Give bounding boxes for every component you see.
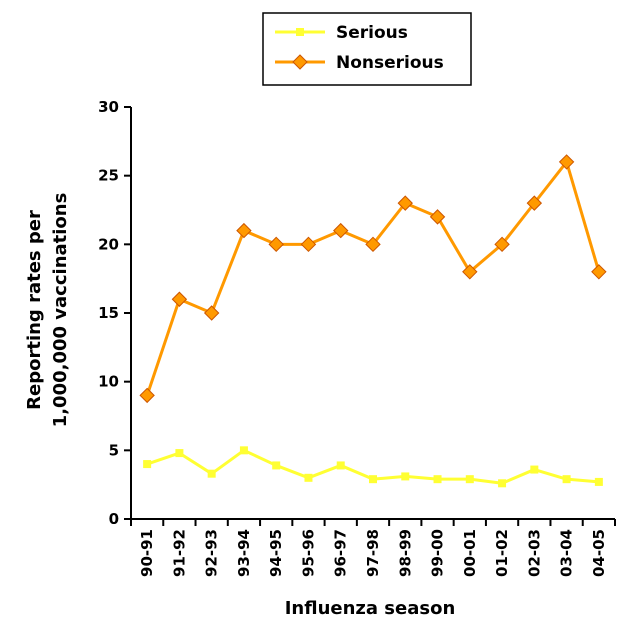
data-point-nonserious-94-95: [268, 236, 284, 253]
data-point-nonserious-99-00: [429, 209, 446, 225]
y-axis-ticks: 0 5 10 15 20 25 30: [98, 98, 131, 528]
x-tick-label-92-93: 92-93: [203, 529, 221, 577]
legend-box: [262, 12, 472, 86]
legend-label-serious: Serious: [336, 23, 408, 43]
x-tick-label-95-96: 95-96: [299, 529, 317, 577]
x-tick-label-90-91: 90-91: [138, 529, 156, 577]
data-point-serious-98-99: [401, 472, 410, 481]
axes: [130, 107, 615, 520]
x-axis-title: Influenza season: [285, 598, 456, 619]
data-point-nonserious-01-02: [494, 236, 510, 253]
data-point-nonserious-00-01: [462, 264, 478, 280]
data-point-serious-97-98: [369, 475, 377, 484]
y-tick-label-20: 20: [98, 235, 119, 253]
y-tick-label-30: 30: [98, 98, 119, 116]
y-tick-label-25: 25: [98, 167, 119, 185]
x-tick-label-00-01: 00-01: [461, 529, 479, 577]
data-point-serious-01-02: [498, 479, 507, 488]
data-point-serious-00-01: [465, 475, 474, 484]
legend-entry-nonserious: Nonserious: [275, 53, 444, 73]
data-point-serious-92-93: [207, 469, 216, 478]
data-point-serious-93-94: [239, 446, 248, 455]
x-tick-label-96-97: 96-97: [332, 529, 350, 577]
x-tick-label-91-92: 91-92: [170, 529, 188, 577]
data-point-nonserious-90-91: [139, 387, 155, 404]
legend-marker-nonserious: [292, 54, 308, 70]
data-point-nonserious-03-04: [558, 154, 575, 170]
data-point-serious-91-92: [175, 449, 184, 458]
y-tick-label-5: 5: [109, 441, 119, 459]
data-point-nonserious-98-99: [397, 195, 413, 211]
data-point-serious-95-96: [304, 473, 313, 482]
data-point-nonserious-93-94: [236, 222, 252, 239]
legend-marker-serious: [296, 28, 304, 36]
data-point-serious-03-04: [562, 475, 571, 484]
x-tick-label-01-02: 01-02: [493, 529, 511, 577]
x-tick-label-02-03: 02-03: [525, 529, 543, 577]
y-axis-title-line-2: 1,000,000 vaccinations: [50, 193, 71, 428]
x-tick-label-98-99: 98-99: [396, 529, 414, 577]
data-point-serious-94-95: [272, 461, 281, 470]
data-point-nonserious-95-96: [300, 236, 317, 253]
x-axis-ticks: 90-91 91-92 92-93 93-94 94-95 95-96 96-97 97-98…: [130, 519, 616, 577]
data-point-nonserious-92-93: [203, 305, 220, 321]
legend: Serious Nonserious: [262, 12, 472, 86]
series-group: [139, 154, 607, 488]
y-axis-title: Reporting rates per 1,000,000 vaccinatio…: [24, 193, 71, 428]
data-point-serious-04-05: [594, 477, 603, 486]
y-tick-label-10: 10: [98, 373, 119, 391]
data-point-serious-90-91: [143, 460, 152, 469]
data-point-nonserious-96-97: [333, 222, 349, 239]
y-tick-label-0: 0: [109, 510, 119, 528]
x-tick-label-93-94: 93-94: [235, 529, 253, 577]
data-point-nonserious-91-92: [171, 291, 188, 307]
legend-label-nonserious: Nonserious: [336, 53, 444, 73]
x-tick-label-03-04: 03-04: [558, 529, 576, 577]
x-tick-label-97-98: 97-98: [364, 529, 382, 577]
y-axis-title-line-1: Reporting rates per: [24, 210, 45, 410]
data-point-serious-02-03: [530, 465, 539, 474]
data-point-serious-99-00: [433, 475, 442, 484]
y-tick-label-15: 15: [98, 304, 119, 322]
legend-entry-serious: Serious: [275, 23, 408, 43]
x-tick-label-94-95: 94-95: [267, 529, 285, 577]
data-point-nonserious-97-98: [365, 236, 381, 253]
data-point-nonserious-02-03: [526, 195, 543, 211]
data-point-serious-96-97: [336, 461, 345, 470]
series-line-nonserious: [145, 160, 601, 396]
x-tick-label-04-05: 04-05: [590, 529, 608, 577]
x-tick-label-99-00: 99-00: [429, 529, 447, 577]
data-point-nonserious-04-05: [591, 264, 607, 280]
